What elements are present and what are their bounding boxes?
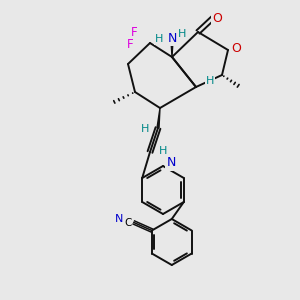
Text: H: H xyxy=(155,34,163,44)
Text: O: O xyxy=(231,41,241,55)
Text: C: C xyxy=(124,218,132,229)
Text: N: N xyxy=(167,32,177,44)
Text: H: H xyxy=(206,76,214,86)
Polygon shape xyxy=(157,108,160,128)
Text: N: N xyxy=(166,157,176,169)
Text: H: H xyxy=(159,146,167,156)
Polygon shape xyxy=(171,37,173,57)
Text: F: F xyxy=(127,38,133,52)
Text: O: O xyxy=(212,13,222,26)
Text: H: H xyxy=(178,29,186,39)
Text: F: F xyxy=(131,26,137,38)
Text: H: H xyxy=(141,124,149,134)
Text: N: N xyxy=(115,214,123,224)
